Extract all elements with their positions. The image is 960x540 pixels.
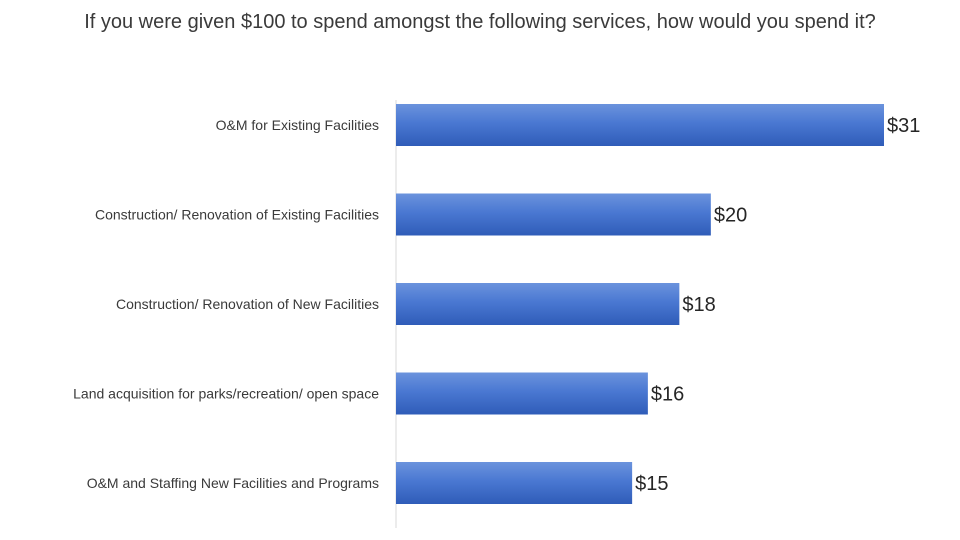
bars-group: O&M for Existing Facilities $31 Constructi… xyxy=(73,104,920,504)
value-label-4: $15 xyxy=(635,473,668,495)
category-label-1: Construction/ Renovation of Existing Fac… xyxy=(95,207,379,223)
value-label-0: $31 xyxy=(887,115,920,137)
bar-2 xyxy=(396,283,680,325)
chart-title: If you were given $100 to spend amongst … xyxy=(84,11,876,33)
category-label-2: Construction/ Renovation of New Faciliti… xyxy=(116,296,379,312)
bar-4 xyxy=(396,462,633,504)
category-label-0: O&M for Existing Facilities xyxy=(216,117,379,133)
value-label-2: $18 xyxy=(682,294,715,316)
value-label-1: $20 xyxy=(714,205,747,227)
category-label-3: Land acquisition for parks/recreation/ o… xyxy=(73,386,379,402)
bar-0 xyxy=(396,104,884,146)
bar-1 xyxy=(396,193,711,236)
bar-3 xyxy=(396,372,648,415)
value-label-3: $16 xyxy=(651,384,684,406)
category-label-4: O&M and Staffing New Facilities and Prog… xyxy=(87,475,379,491)
